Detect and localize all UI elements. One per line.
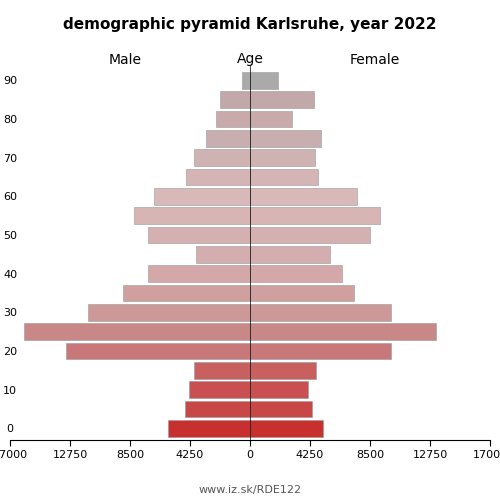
Bar <box>66 343 250 359</box>
Bar <box>194 150 250 166</box>
Bar <box>24 324 250 340</box>
Bar <box>250 382 308 398</box>
Bar <box>190 382 250 398</box>
Bar <box>250 246 330 262</box>
Bar <box>148 266 250 282</box>
Bar <box>185 401 250 417</box>
Bar <box>250 401 312 417</box>
Bar <box>250 188 358 205</box>
Bar <box>216 111 250 128</box>
Bar <box>250 266 342 282</box>
Bar <box>123 285 250 302</box>
Bar <box>250 208 380 224</box>
Bar <box>250 324 436 340</box>
Text: www.iz.sk/RDE122: www.iz.sk/RDE122 <box>198 485 302 495</box>
Bar <box>134 208 250 224</box>
Bar <box>154 188 250 205</box>
Bar <box>186 169 250 186</box>
Text: Male: Male <box>108 52 142 66</box>
Bar <box>250 92 314 108</box>
Bar <box>250 362 316 378</box>
Bar <box>250 169 318 186</box>
Bar <box>250 420 324 436</box>
Bar <box>250 72 278 89</box>
Bar <box>242 72 250 89</box>
Bar <box>196 246 250 262</box>
Bar <box>88 304 250 320</box>
Bar <box>220 92 250 108</box>
Text: Female: Female <box>350 52 400 66</box>
Bar <box>168 420 250 436</box>
Bar <box>148 227 250 244</box>
Bar <box>206 130 250 147</box>
Bar <box>250 130 320 147</box>
Bar <box>250 150 315 166</box>
Text: Age: Age <box>236 52 264 66</box>
Bar <box>250 343 391 359</box>
Text: demographic pyramid Karlsruhe, year 2022: demographic pyramid Karlsruhe, year 2022 <box>63 18 437 32</box>
Bar <box>250 111 292 128</box>
Bar <box>250 285 354 302</box>
Bar <box>250 227 370 244</box>
Bar <box>194 362 250 378</box>
Bar <box>250 304 391 320</box>
